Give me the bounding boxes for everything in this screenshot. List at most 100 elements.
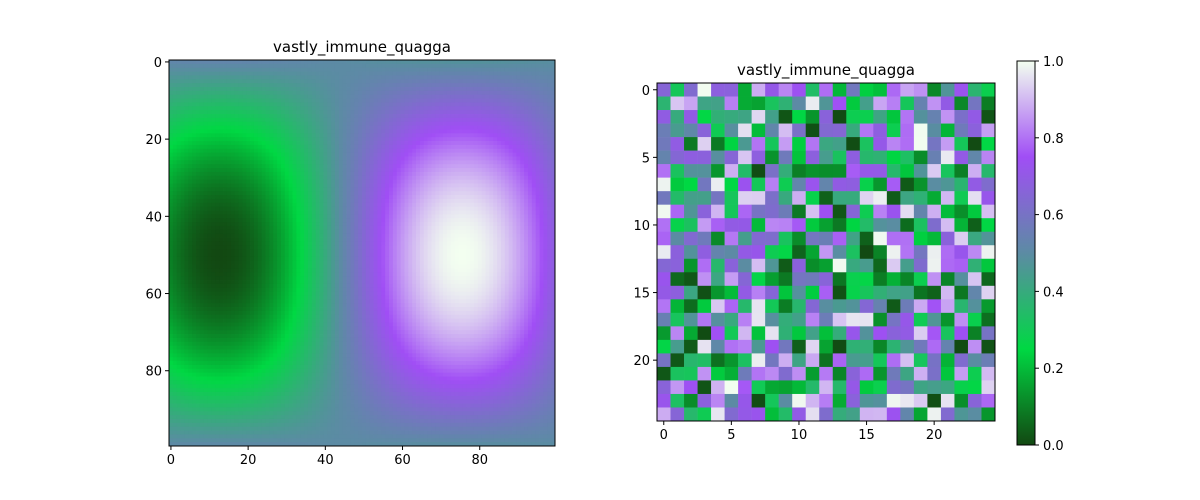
heatmap-cell: [269, 90, 274, 96]
heatmap-cell: [323, 183, 328, 188]
heatmap-cell: [284, 106, 290, 111]
heatmap-cell: [470, 214, 475, 219]
heatmap-cell: [176, 106, 181, 111]
heatmap-cell: [261, 179, 266, 184]
heatmap-cell: [354, 79, 359, 84]
heatmap-cell: [500, 114, 506, 119]
heatmap-cell: [404, 79, 409, 84]
heatmap-cell: [419, 121, 425, 127]
heatmap-cell: [400, 133, 405, 138]
heatmap-cell: [284, 63, 290, 69]
heatmap-cell: [416, 90, 421, 96]
heatmap-cell: [219, 75, 224, 80]
heatmap-cell: [176, 229, 181, 235]
heatmap-cell: [431, 222, 436, 227]
heatmap-cell: [381, 156, 386, 161]
heatmap-cell: [551, 171, 556, 177]
heatmap-cell: [385, 229, 390, 235]
heatmap-cell: [250, 152, 255, 157]
heatmap-cell: [169, 160, 174, 165]
heatmap-cell: [184, 245, 189, 250]
heatmap-cell: [269, 75, 274, 80]
heatmap-cell: [176, 114, 181, 119]
heatmap-cell: [261, 83, 266, 88]
heatmap-cell: [435, 164, 440, 169]
heatmap-cell: [346, 171, 351, 177]
heatmap-cell: [473, 87, 479, 92]
heatmap-cell: [427, 79, 432, 84]
heatmap-cell: [481, 195, 486, 200]
heatmap-cell: [230, 229, 236, 235]
heatmap-cell: [362, 60, 367, 65]
heatmap-cell: [358, 94, 363, 99]
heatmap-cell: [354, 222, 359, 227]
heatmap-cell: [473, 83, 479, 88]
heatmap-cell: [215, 237, 220, 242]
heatmap-cell: [412, 214, 417, 219]
heatmap-cell: [485, 225, 490, 231]
heatmap-cell: [400, 75, 405, 80]
heatmap-cell: [454, 237, 459, 242]
heatmap-cell: [551, 90, 556, 96]
heatmap-cell: [435, 94, 440, 99]
heatmap-cell: [350, 183, 355, 188]
heatmap-cell: [543, 171, 548, 177]
heatmap-cell: [331, 245, 336, 250]
heatmap-cell: [315, 225, 320, 231]
heatmap-cell: [180, 214, 185, 219]
heatmap-cell: [180, 129, 185, 134]
heatmap-cell: [512, 233, 517, 238]
heatmap-cell: [520, 114, 525, 119]
heatmap-cell: [342, 148, 347, 154]
heatmap-cell: [246, 222, 251, 227]
heatmap-cell: [257, 164, 263, 169]
heatmap-cell: [500, 175, 506, 181]
heatmap-cell: [373, 90, 378, 96]
heatmap-cell: [427, 121, 432, 127]
heatmap-cell: [319, 117, 324, 123]
heatmap-cell: [215, 67, 220, 72]
heatmap-cell: [246, 195, 251, 200]
heatmap-cell: [489, 98, 494, 103]
heatmap-cell: [416, 202, 421, 208]
heatmap-cell: [531, 191, 537, 196]
heatmap-cell: [531, 171, 537, 177]
heatmap-cell: [257, 210, 263, 215]
heatmap-cell: [466, 171, 471, 177]
heatmap-cell: [358, 152, 363, 157]
heatmap-cell: [331, 114, 336, 119]
heatmap-cell: [300, 237, 305, 242]
heatmap-cell: [547, 129, 552, 134]
heatmap-cell: [334, 79, 340, 84]
heatmap-cell: [280, 160, 286, 165]
heatmap-cell: [180, 60, 185, 65]
heatmap-cell: [512, 114, 517, 119]
heatmap-cell: [539, 233, 544, 238]
heatmap-cell: [277, 144, 282, 150]
heatmap-cell: [230, 137, 236, 142]
heatmap-cell: [365, 237, 371, 242]
heatmap-cell: [493, 175, 498, 181]
heatmap-cell: [504, 114, 510, 119]
heatmap-cell: [207, 60, 212, 65]
heatmap-cell: [377, 79, 382, 84]
heatmap-cell: [543, 237, 548, 242]
heatmap-cell: [304, 98, 309, 103]
heatmap-cell: [458, 98, 463, 103]
heatmap-cell: [416, 206, 421, 211]
heatmap-cell: [311, 202, 317, 208]
heatmap-cell: [462, 67, 467, 72]
heatmap-cell: [485, 148, 490, 154]
heatmap-cell: [396, 171, 401, 177]
heatmap-cell: [431, 245, 436, 250]
heatmap-cell: [277, 110, 282, 115]
heatmap-cell: [470, 129, 475, 134]
heatmap-cell: [203, 160, 208, 165]
heatmap-cell: [416, 87, 421, 92]
heatmap-cell: [169, 148, 174, 154]
heatmap-cell: [284, 110, 290, 115]
heatmap-cell: [416, 233, 421, 238]
heatmap-cell: [226, 60, 232, 65]
heatmap-cell: [234, 233, 239, 238]
heatmap-cell: [481, 133, 486, 138]
